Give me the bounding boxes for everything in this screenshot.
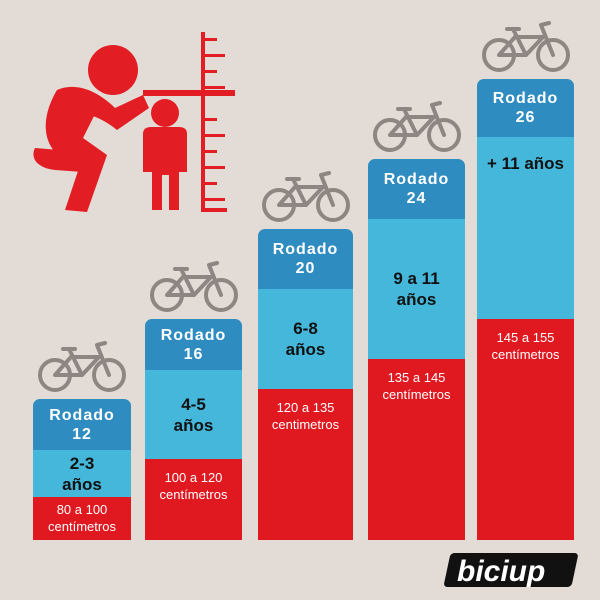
rodado-size: 12 <box>72 425 92 443</box>
height-range: 120 a 135 centimetros <box>258 389 353 540</box>
rodado-label: Rodado <box>272 241 339 258</box>
bicycle-icon <box>261 171 351 228</box>
rodado-size: 26 <box>515 109 536 126</box>
height-line-1: 120 a 135 <box>276 400 335 415</box>
height-line-1: 145 a 155 <box>496 330 555 345</box>
height-line-1: 100 a 120 <box>164 470 223 485</box>
age-range: + 11 años <box>477 137 574 319</box>
age-range: 9 a 11 años <box>368 219 465 359</box>
age-line-1: 6-8 <box>293 319 318 338</box>
size-column: Rodado 16 4-5 años 100 a 120 centímetros <box>145 319 242 540</box>
age-range: 2-3 años <box>33 450 131 497</box>
rodado-label: Rodado <box>383 171 450 188</box>
height-line-2: centímetros <box>159 487 228 502</box>
age-range: 4-5 años <box>145 370 242 459</box>
bicycle-icon <box>37 341 127 398</box>
age-range: 6-8 años <box>258 289 353 389</box>
height-range: 80 a 100 centímetros <box>33 497 131 540</box>
bicycle-icon <box>372 101 462 158</box>
bicycle-icon <box>149 261 239 318</box>
rodado-size: 24 <box>406 190 427 207</box>
height-range: 100 a 120 centímetros <box>145 459 242 540</box>
size-column: Rodado 26 + 11 años 145 a 155 centímetros <box>477 79 574 540</box>
age-line-2: años <box>396 290 437 309</box>
bicycle-icon <box>481 21 571 78</box>
age-line-1: 4-5 <box>181 394 206 414</box>
biciup-logo: biciup <box>444 553 578 588</box>
rodado-header: Rodado 20 <box>258 229 353 289</box>
height-line-2: centímetros <box>48 519 116 534</box>
rodado-header: Rodado 16 <box>145 319 242 370</box>
height-line-1: 80 a 100 <box>56 502 108 517</box>
height-line-2: centimetros <box>271 417 340 432</box>
rodado-header: Rodado 26 <box>477 79 574 137</box>
age-line-1: 2-3 <box>69 453 95 473</box>
size-column: Rodado 24 9 a 11 años 135 a 145 centímetros <box>368 159 465 540</box>
rodado-label: Rodado <box>492 90 559 107</box>
size-column: Rodado 20 6-8 años 120 a 135 centimetros <box>258 229 353 540</box>
height-range: 135 a 145 centímetros <box>368 359 465 540</box>
rodado-size: 20 <box>295 260 316 277</box>
height-range: 145 a 155 centímetros <box>477 319 574 540</box>
rodado-header: Rodado 24 <box>368 159 465 219</box>
child-measuring-icon <box>33 32 235 212</box>
brand-name: biciup <box>457 555 545 588</box>
rodado-header: Rodado 12 <box>33 399 131 450</box>
age-line-1: 9 a 11 <box>393 269 440 288</box>
height-line-2: centímetros <box>491 347 560 362</box>
age-line-2: años <box>173 415 214 435</box>
rodado-size: 16 <box>183 345 204 363</box>
age-line-2: años <box>62 474 102 494</box>
rodado-label: Rodado <box>49 406 115 424</box>
rodado-label: Rodado <box>160 326 227 344</box>
age-line-2: años <box>285 340 326 359</box>
height-line-2: centímetros <box>382 387 451 402</box>
size-column: Rodado 12 2-3 años 80 a 100 centímetros <box>33 399 131 540</box>
age-line-1: + 11 años <box>486 154 565 173</box>
height-line-1: 135 a 145 <box>387 370 446 385</box>
